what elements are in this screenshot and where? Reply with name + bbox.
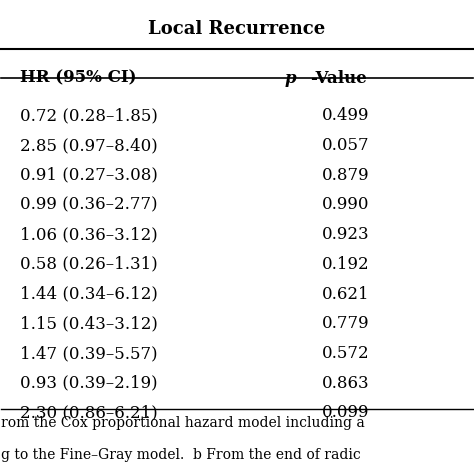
Text: 1.44 (0.34–6.12): 1.44 (0.34–6.12): [20, 285, 158, 302]
Text: 0.779: 0.779: [322, 315, 369, 332]
Text: 0.91 (0.27–3.08): 0.91 (0.27–3.08): [20, 167, 158, 184]
Text: 0.863: 0.863: [322, 374, 369, 392]
Text: 0.58 (0.26–1.31): 0.58 (0.26–1.31): [20, 256, 158, 273]
Text: 0.499: 0.499: [322, 108, 369, 124]
Text: 0.923: 0.923: [322, 226, 369, 243]
Text: 1.06 (0.36–3.12): 1.06 (0.36–3.12): [20, 226, 158, 243]
Text: 0.99 (0.36–2.77): 0.99 (0.36–2.77): [20, 197, 158, 213]
Text: 0.879: 0.879: [322, 167, 369, 184]
Text: g to the Fine–Gray model.  b From the end of radic: g to the Fine–Gray model. b From the end…: [1, 448, 361, 462]
Text: 0.057: 0.057: [322, 137, 369, 154]
Text: 0.72 (0.28–1.85): 0.72 (0.28–1.85): [20, 108, 158, 124]
Text: 1.47 (0.39–5.57): 1.47 (0.39–5.57): [20, 345, 158, 362]
Text: rom the Cox proportional hazard model including a: rom the Cox proportional hazard model in…: [1, 416, 365, 430]
Text: 2.30 (0.86–6.21): 2.30 (0.86–6.21): [20, 404, 158, 421]
Text: 0.990: 0.990: [322, 197, 369, 213]
Text: 0.572: 0.572: [322, 345, 369, 362]
Text: 0.099: 0.099: [322, 404, 369, 421]
Text: 0.192: 0.192: [322, 256, 369, 273]
Text: 1.15 (0.43–3.12): 1.15 (0.43–3.12): [20, 315, 158, 332]
Text: 2.85 (0.97–8.40): 2.85 (0.97–8.40): [20, 137, 158, 154]
Text: HR (95% CI): HR (95% CI): [20, 70, 137, 87]
Text: -Value: -Value: [310, 70, 367, 87]
Text: 0.621: 0.621: [322, 285, 369, 302]
Text: Local Recurrence: Local Recurrence: [148, 20, 326, 38]
Text: p: p: [284, 70, 296, 87]
Text: 0.93 (0.39–2.19): 0.93 (0.39–2.19): [20, 374, 158, 392]
